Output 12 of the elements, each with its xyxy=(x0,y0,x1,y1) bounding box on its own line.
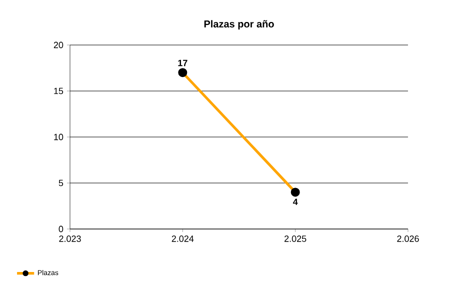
y-tick-label: 0 xyxy=(58,226,64,232)
x-tick-label: 2.023 xyxy=(59,236,81,242)
x-tick-label: 2.025 xyxy=(284,236,306,242)
y-tick-label: 10 xyxy=(54,134,64,140)
y-tick-label: 15 xyxy=(54,88,64,94)
x-tick-label: 2.024 xyxy=(172,236,194,242)
y-tick-label: 5 xyxy=(58,180,64,186)
y-tick-label: 20 xyxy=(54,42,64,48)
chart-title: Plazas por año xyxy=(204,20,274,30)
data-label: 17 xyxy=(178,60,188,66)
x-tick-label: 2.026 xyxy=(397,236,419,242)
data-label: 4 xyxy=(292,198,298,205)
